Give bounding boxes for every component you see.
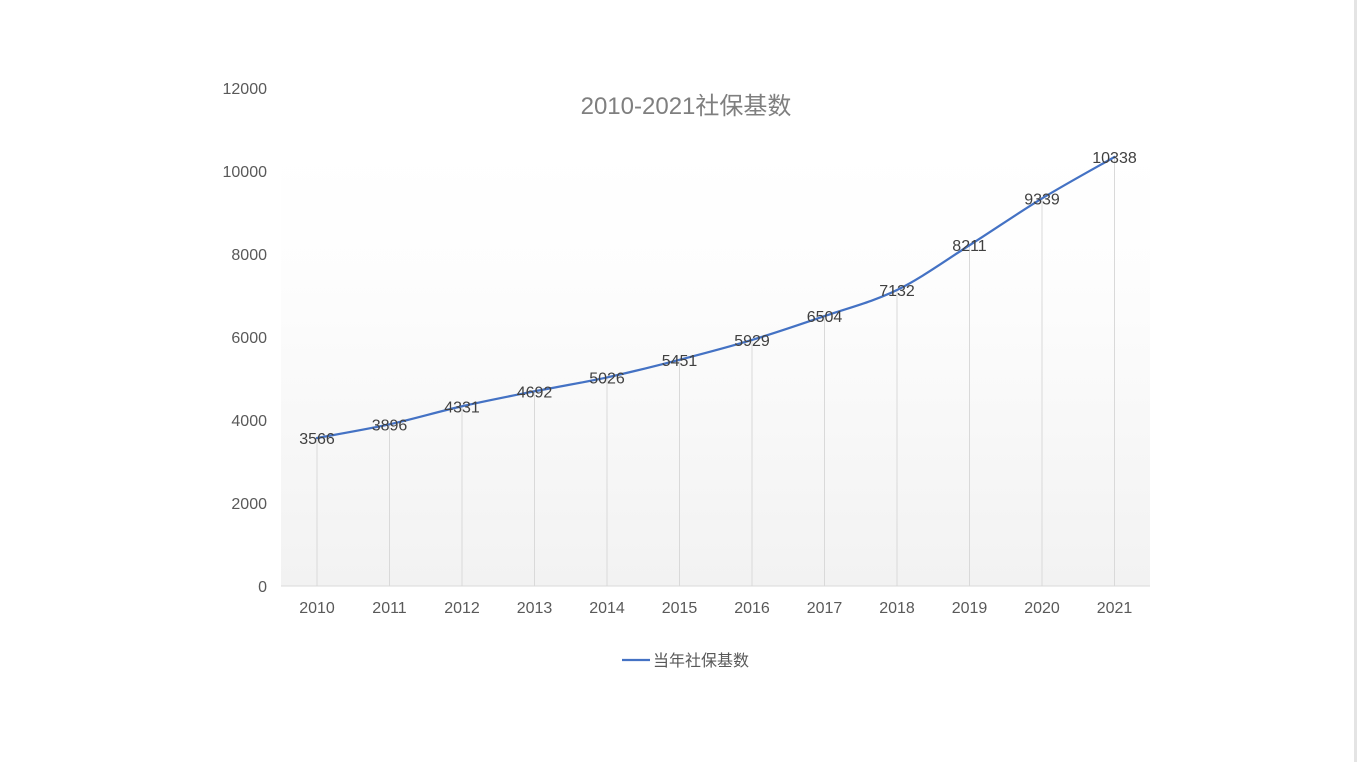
data-label: 4331 (444, 399, 480, 416)
x-tick-label: 2015 (662, 600, 698, 617)
y-tick-label: 2000 (231, 496, 267, 513)
x-tick-label: 2017 (807, 600, 843, 617)
chart-title: 2010-2021社保基数 (581, 93, 792, 120)
legend-label: 当年社保基数 (653, 652, 749, 670)
data-label: 10338 (1092, 150, 1137, 167)
y-tick-label: 6000 (231, 330, 267, 347)
x-tick-label: 2021 (1097, 600, 1133, 617)
x-tick-label: 2010 (299, 600, 335, 617)
x-tick-label: 2014 (589, 600, 625, 617)
y-tick-label: 8000 (231, 247, 267, 264)
y-axis-ticks: 0 2000 4000 6000 8000 10000 12000 (223, 81, 268, 596)
y-tick-label: 12000 (223, 81, 268, 98)
data-label: 7132 (879, 283, 915, 300)
data-label: 5929 (734, 333, 770, 350)
data-label: 9339 (1024, 191, 1060, 208)
data-label: 5451 (662, 353, 698, 370)
y-tick-label: 4000 (231, 413, 267, 430)
legend: 当年社保基数 (622, 652, 749, 670)
data-label: 8211 (952, 238, 987, 255)
data-label: 3896 (372, 417, 408, 434)
x-tick-label: 2011 (372, 600, 407, 617)
y-tick-label: 10000 (223, 164, 268, 181)
x-tick-label: 2020 (1024, 600, 1060, 617)
x-tick-label: 2018 (879, 600, 915, 617)
data-label: 6504 (807, 309, 843, 326)
drop-lines (316, 156, 1115, 586)
series-line-group (315, 155, 1116, 440)
plot-background (281, 150, 1150, 586)
y-tick-label: 0 (258, 579, 267, 596)
x-axis-ticks: 2010 2011 2012 2013 2014 2015 2016 2017 2018 2019… (299, 600, 1132, 617)
x-tick-label: 2016 (734, 600, 770, 617)
series-line (315, 155, 1116, 440)
x-tick-label: 2019 (952, 600, 988, 617)
data-label: 4692 (517, 384, 553, 401)
x-tick-label: 2013 (517, 600, 553, 617)
data-labels: 3566 3896 4331 4692 5026 5451 5929 6504 7132 8211… (299, 150, 1137, 448)
window-edge (1354, 0, 1357, 762)
data-label: 5026 (589, 370, 625, 387)
x-tick-label: 2012 (444, 600, 480, 617)
data-label: 3566 (299, 431, 335, 448)
